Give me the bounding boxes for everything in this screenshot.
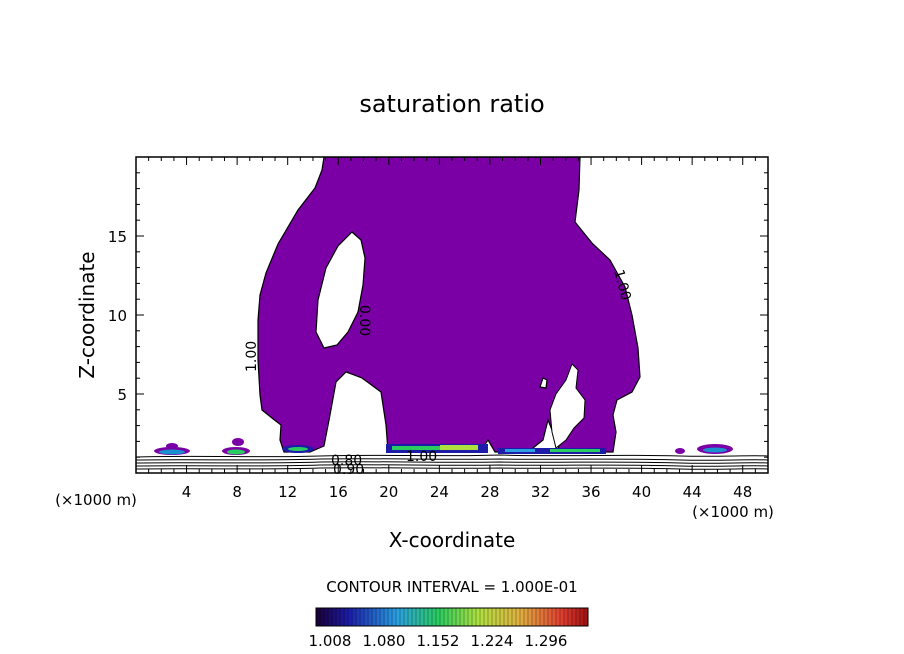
x-tick-label: 24: [430, 483, 449, 501]
colorbar: [315, 607, 589, 627]
contour-label: 1.00: [244, 341, 260, 372]
contour-label: 0.80: [331, 453, 362, 469]
colorbar-tick-labels: 1.008 1.080 1.152 1.224 1.296: [309, 632, 568, 650]
x-ticks: [148, 157, 756, 473]
colorbar-tick-label: 1.296: [525, 632, 568, 650]
x-unit-right: (×1000 m): [692, 503, 774, 521]
contour-labels: 1.00 0.00 1.00 1.00 0.80 0.90: [244, 268, 634, 478]
colorbar-tick-label: 1.008: [309, 632, 352, 650]
low-level-clouds: [154, 438, 733, 455]
x-tick-label: 40: [632, 483, 651, 501]
colorbar-tick-label: 1.080: [363, 632, 406, 650]
y-axis-title: Z-coordinate: [75, 251, 99, 378]
x-axis-title: X-coordinate: [389, 528, 516, 552]
x-tick-label: 28: [480, 483, 499, 501]
x-tick-label: 16: [329, 483, 348, 501]
y-tick-label: 5: [117, 386, 127, 404]
x-tick-labels: 4 8 12 16 20 24 28 32 36 40 44 48: [182, 483, 752, 501]
contour-label: 1.00: [406, 449, 437, 465]
x-tick-label: 20: [379, 483, 398, 501]
x-tick-label: 32: [531, 483, 550, 501]
chart-title: saturation ratio: [359, 90, 544, 118]
y-ticks: [136, 172, 768, 458]
x-tick-label: 48: [733, 483, 752, 501]
x-tick-label: 44: [683, 483, 702, 501]
unsaturated-hole: [549, 363, 586, 449]
x-tick-label: 36: [581, 483, 600, 501]
contour-interval-label: CONTOUR INTERVAL = 1.000E-01: [326, 578, 577, 596]
plot-frame: [135, 156, 769, 474]
y-tick-label: 10: [108, 307, 127, 325]
x-tick-label: 8: [232, 483, 242, 501]
x-tick-label: 4: [182, 483, 192, 501]
contour-label: 1.00: [610, 268, 634, 302]
x-tick-label: 12: [278, 483, 297, 501]
y-tick-label: 15: [108, 228, 127, 246]
x-unit-left: (×1000 m): [55, 491, 137, 509]
colorbar-tick-label: 1.224: [471, 632, 514, 650]
contour-label: 0.90: [333, 462, 364, 478]
saturation-region-main: [257, 157, 641, 453]
colorbar-tick-label: 1.152: [417, 632, 460, 650]
plot-area: [136, 157, 768, 473]
contour-label: 0.00: [356, 305, 372, 336]
y-tick-labels: 5 10 15: [108, 228, 127, 404]
